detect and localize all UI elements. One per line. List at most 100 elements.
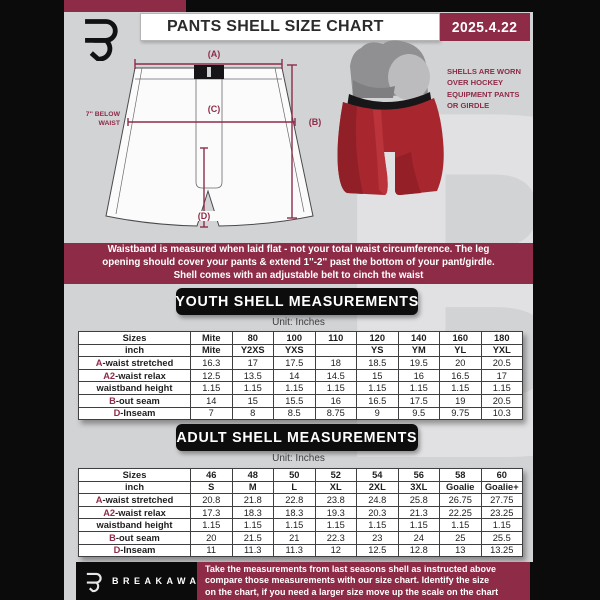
measure-cell: 24.8 <box>356 493 399 507</box>
size-cell: 100 <box>273 331 316 345</box>
measure-cell: 14 <box>190 393 233 408</box>
measure-cell: 18.5 <box>356 356 399 370</box>
measure-cell: 1.15 <box>397 381 440 395</box>
measure-cell: 1.15 <box>480 381 523 395</box>
measure-cell: 25.5 <box>480 530 523 545</box>
measure-cell: 16.5 <box>356 393 399 408</box>
size-cell: YXL <box>480 343 523 358</box>
row-label: A2-waist relax <box>78 368 191 383</box>
measure-cell: 8.75 <box>314 406 357 421</box>
measure-cell: 20 <box>190 530 233 545</box>
table-row: A2-waist relax 17.3 18.3 18.3 19.3 20.3 21.3 22… <box>78 505 523 520</box>
measure-cell: 1.15 <box>480 518 523 532</box>
size-cell: Goalie+ <box>480 480 523 495</box>
measure-cell: 26.75 <box>439 493 482 507</box>
measure-cell: 9 <box>356 406 399 421</box>
size-cell: YS <box>356 343 399 358</box>
measure-letter: D <box>113 408 121 419</box>
measure-cell: 14 <box>273 368 316 383</box>
measure-cell: 12.5 <box>190 368 233 383</box>
size-cell: 3XL <box>397 480 440 495</box>
measure-label-c: (C) <box>207 104 221 114</box>
size-cell: 180 <box>480 331 523 345</box>
row-label: inch <box>78 343 191 358</box>
size-cell: 120 <box>356 331 399 345</box>
measure-cell: 21.8 <box>231 493 274 507</box>
measure-cell: 19.3 <box>314 505 357 520</box>
youth-section-banner: YOUTH SHELL MEASUREMENTS <box>175 288 418 315</box>
youth-unit-label: Unit: Inches <box>272 317 325 328</box>
measure-cell: 13.25 <box>480 543 523 558</box>
measure-label-a: (A) <box>207 49 221 59</box>
size-cell: S <box>190 480 233 495</box>
size-cell: 48 <box>231 468 274 482</box>
measure-cell: 23 <box>356 530 399 545</box>
top-maroon-strip <box>64 0 186 12</box>
notice-line: opening should cover your pants & extend… <box>102 257 495 269</box>
size-cell: 2XL <box>356 480 399 495</box>
measure-cell: 1.15 <box>439 381 482 395</box>
measure-letter: B <box>109 532 116 543</box>
notice-line: Waistband is measured when laid flat - n… <box>107 244 490 256</box>
waist-note: 7'' BELOW WAIST <box>85 111 120 128</box>
breakaway-logo-icon <box>86 572 102 593</box>
date-badge: 2025.4.22 <box>440 13 530 41</box>
size-cell: 140 <box>397 331 440 345</box>
size-cell: YM <box>397 343 440 358</box>
measure-letter: A <box>95 494 103 505</box>
table-row: D-Inseam 11 11.3 11.3 12 12.5 12.8 13 13.25 <box>78 543 523 558</box>
measure-cell: 20.8 <box>190 493 233 507</box>
size-cell: L <box>273 480 316 495</box>
measure-cell: 27.75 <box>480 493 523 507</box>
size-cell: 52 <box>314 468 357 482</box>
measure-cell: 13 <box>439 543 482 558</box>
table-row: A-waist stretched 16.3 17 17.5 18 18.5 19.5 20 2… <box>78 356 523 370</box>
notice-line: Shell comes with an adjustable belt to c… <box>173 269 424 281</box>
measure-cell: 15.5 <box>273 393 316 408</box>
measure-cell: 23.8 <box>314 493 357 507</box>
measure-cell: 16 <box>397 368 440 383</box>
measure-cell: 17.5 <box>273 356 316 370</box>
measure-cell: 16 <box>314 393 357 408</box>
measure-cell: 24 <box>397 530 440 545</box>
adult-size-table: Sizes 46 48 50 52 54 56 58 60 inch S M L XL 2XL 3XL Goal… <box>78 468 523 558</box>
measure-cell: 17.3 <box>190 505 233 520</box>
date-text: 2025.4.22 <box>452 18 518 36</box>
page-title-box: PANTS SHELL SIZE CHART <box>140 13 440 41</box>
measure-cell: 1.15 <box>273 381 316 395</box>
measure-cell: 1.15 <box>439 518 482 532</box>
size-cell: 110 <box>314 331 357 345</box>
pants-measurement-diagram <box>105 59 314 228</box>
measure-cell: 1.15 <box>356 381 399 395</box>
measure-cell: 15 <box>356 368 399 383</box>
right-black-border <box>533 0 600 600</box>
measure-cell: 25.8 <box>397 493 440 507</box>
measure-cell: 25 <box>439 530 482 545</box>
measure-cell: 12.5 <box>356 543 399 558</box>
measure-cell: 1.15 <box>190 518 233 532</box>
measure-cell: 17.5 <box>397 393 440 408</box>
size-cell: 50 <box>273 468 316 482</box>
table-header-row: inch Mite Y2XS YXS YS YM YL YXL <box>78 343 523 358</box>
table-row: B-out seam 14 15 15.5 16 16.5 17.5 19 20.5 <box>78 393 523 408</box>
table-row: D-Inseam 7 8 8.5 8.75 9 9.5 9.75 10.3 <box>78 406 523 421</box>
size-cell: 60 <box>480 468 523 482</box>
row-label: A-waist stretched <box>78 356 191 370</box>
measure-cell: 1.15 <box>231 381 274 395</box>
measure-cell: 20.5 <box>480 393 523 408</box>
size-cell: 80 <box>231 331 274 345</box>
measure-cell: 17 <box>480 368 523 383</box>
size-cell: M <box>231 480 274 495</box>
row-label: D-Inseam <box>78 406 191 421</box>
measure-cell: 9.75 <box>439 406 482 421</box>
measure-cell: 16.5 <box>439 368 482 383</box>
size-cell: 54 <box>356 468 399 482</box>
measure-cell: 22.25 <box>439 505 482 520</box>
breakaway-logo-icon <box>85 19 118 61</box>
measure-cell: 18 <box>314 356 357 370</box>
measure-cell: 12.8 <box>397 543 440 558</box>
measure-label-d: (D) <box>186 211 222 221</box>
measure-cell: 1.15 <box>231 518 274 532</box>
measure-cell: 16.3 <box>190 356 233 370</box>
